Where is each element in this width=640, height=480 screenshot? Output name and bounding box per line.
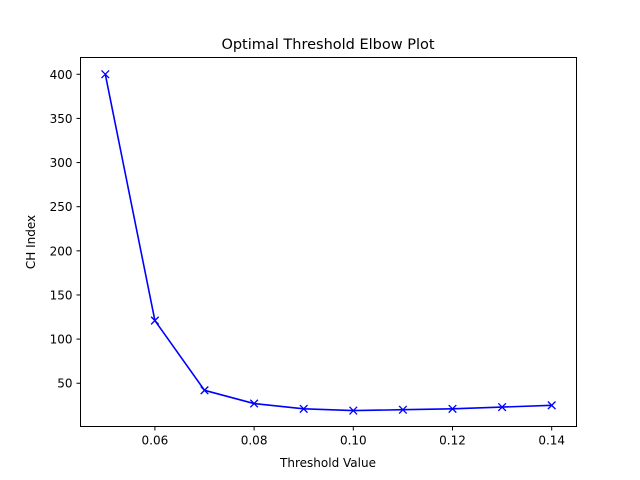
y-tick-label: 400: [50, 68, 73, 82]
data-point-marker: [299, 404, 308, 414]
data-point-marker: [398, 405, 408, 414]
y-tick-label: 250: [50, 200, 73, 214]
data-point-marker: [200, 386, 209, 395]
y-tick-label: 100: [50, 333, 73, 347]
data-point-marker: [249, 399, 259, 408]
y-tick-label: 200: [50, 244, 73, 258]
data-point-marker: [497, 402, 507, 412]
chart-title: Optimal Threshold Elbow Plot: [221, 37, 434, 53]
y-tick-label: 350: [50, 112, 73, 126]
plot-frame: [80, 57, 577, 427]
plot-series: [101, 70, 556, 415]
y-tick-label: 50: [57, 377, 72, 391]
x-tick-label: 0.08: [241, 434, 268, 448]
data-point-marker: [150, 316, 160, 325]
x-tick-label: 0.14: [538, 434, 565, 448]
axes: 0.06 0.08 0.10 0.12 0.14 50 100 150 200 250 300 350…: [50, 68, 565, 448]
x-tick-label: 0.12: [439, 434, 466, 448]
series-line: [104, 74, 552, 412]
data-point-marker: [101, 70, 110, 79]
x-tick-label: 0.10: [340, 434, 367, 448]
x-tick-label: 0.06: [142, 434, 169, 448]
data-point-marker: [448, 404, 457, 414]
data-point-marker: [547, 401, 556, 410]
x-axis-label: Threshold Value: [279, 456, 376, 470]
y-axis-label: CH Index: [24, 215, 38, 269]
y-tick-label: 150: [50, 288, 73, 302]
data-point-marker: [349, 406, 358, 415]
y-tick-label: 300: [50, 156, 73, 170]
